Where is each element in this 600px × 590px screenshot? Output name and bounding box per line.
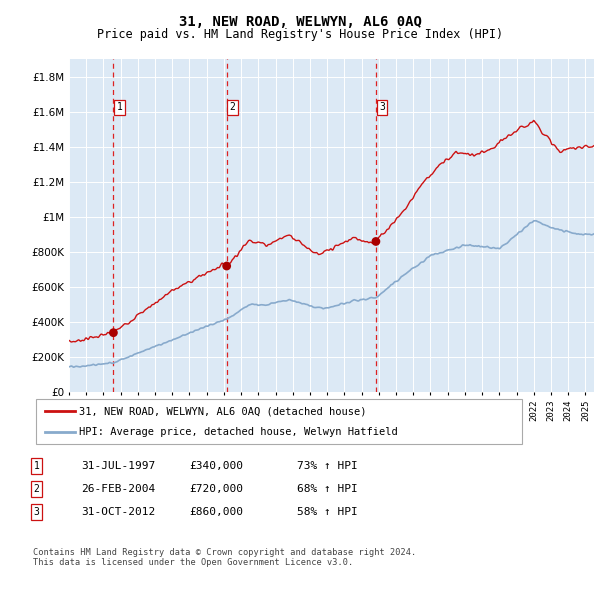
Text: HPI: Average price, detached house, Welwyn Hatfield: HPI: Average price, detached house, Welw… — [79, 428, 398, 437]
Text: Contains HM Land Registry data © Crown copyright and database right 2024.
This d: Contains HM Land Registry data © Crown c… — [33, 548, 416, 567]
Text: 68% ↑ HPI: 68% ↑ HPI — [297, 484, 358, 494]
Text: 1: 1 — [34, 461, 40, 471]
Text: 3: 3 — [34, 507, 40, 517]
Text: £860,000: £860,000 — [189, 507, 243, 517]
Text: 2: 2 — [230, 102, 236, 112]
Text: 31, NEW ROAD, WELWYN, AL6 0AQ (detached house): 31, NEW ROAD, WELWYN, AL6 0AQ (detached … — [79, 407, 367, 417]
Text: 2: 2 — [34, 484, 40, 494]
Point — [109, 328, 118, 337]
Text: 31-JUL-1997: 31-JUL-1997 — [81, 461, 155, 471]
Text: 31, NEW ROAD, WELWYN, AL6 0AQ: 31, NEW ROAD, WELWYN, AL6 0AQ — [179, 15, 421, 29]
Point — [371, 237, 381, 246]
Text: 31-OCT-2012: 31-OCT-2012 — [81, 507, 155, 517]
Text: 58% ↑ HPI: 58% ↑ HPI — [297, 507, 358, 517]
Text: £720,000: £720,000 — [189, 484, 243, 494]
Text: 73% ↑ HPI: 73% ↑ HPI — [297, 461, 358, 471]
Text: 1: 1 — [116, 102, 122, 112]
Text: Price paid vs. HM Land Registry's House Price Index (HPI): Price paid vs. HM Land Registry's House … — [97, 28, 503, 41]
Text: £340,000: £340,000 — [189, 461, 243, 471]
Text: 3: 3 — [379, 102, 385, 112]
Text: 26-FEB-2004: 26-FEB-2004 — [81, 484, 155, 494]
Point — [222, 261, 232, 271]
